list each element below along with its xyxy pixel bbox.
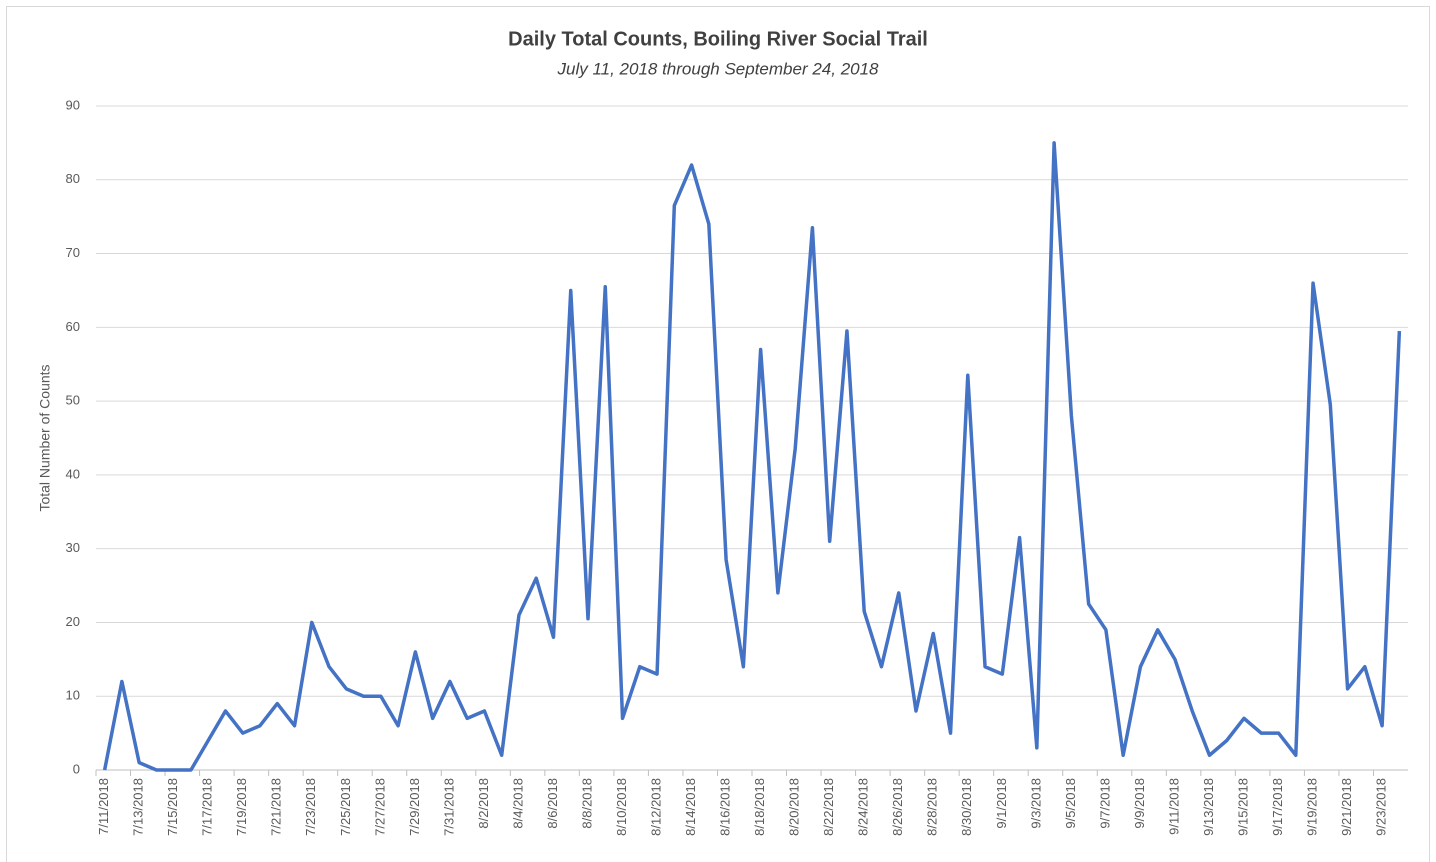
x-tick-label: 8/14/2018 <box>683 778 698 836</box>
y-tick-label: 70 <box>66 245 80 260</box>
x-tick-label: 9/3/2018 <box>1028 778 1043 829</box>
x-tick-label: 8/6/2018 <box>545 778 560 829</box>
x-tick-label: 9/13/2018 <box>1201 778 1216 836</box>
x-tick-label: 8/16/2018 <box>718 778 733 836</box>
chart-title: Daily Total Counts, Boiling River Social… <box>508 28 928 50</box>
x-tick-label: 7/13/2018 <box>131 778 146 836</box>
x-tick-label: 7/31/2018 <box>441 778 456 836</box>
x-tick-label: 9/5/2018 <box>1063 778 1078 829</box>
x-tick-label: 7/27/2018 <box>372 778 387 836</box>
x-tick-label: 7/15/2018 <box>165 778 180 836</box>
x-tick-label: 8/4/2018 <box>510 778 525 829</box>
x-tick-label: 9/17/2018 <box>1270 778 1285 836</box>
x-tick-label: 7/21/2018 <box>269 778 284 836</box>
x-tick-label: 9/19/2018 <box>1304 778 1319 836</box>
x-tick-label: 9/21/2018 <box>1339 778 1354 836</box>
y-tick-label: 40 <box>66 466 80 481</box>
y-tick-label: 10 <box>66 688 80 703</box>
y-tick-label: 60 <box>66 319 80 334</box>
x-tick-label: 9/7/2018 <box>1097 778 1112 829</box>
x-tick-label: 7/25/2018 <box>338 778 353 836</box>
y-tick-label: 80 <box>66 171 80 186</box>
data-line <box>102 141 1402 772</box>
y-tick-label: 20 <box>66 614 80 629</box>
x-tick-label: 8/18/2018 <box>752 778 767 836</box>
x-tick-label: 8/10/2018 <box>614 778 629 836</box>
x-tick-label: 8/20/2018 <box>787 778 802 836</box>
x-tick-label: 8/24/2018 <box>856 778 871 836</box>
x-tick-label: 8/26/2018 <box>890 778 905 836</box>
y-tick-label: 0 <box>73 761 80 776</box>
y-tick-label: 90 <box>66 97 80 112</box>
y-axis-title: Total Number of Counts <box>37 364 53 511</box>
y-tick-label: 50 <box>66 393 80 408</box>
x-tick-label: 7/23/2018 <box>303 778 318 836</box>
x-tick-label: 7/29/2018 <box>407 778 422 836</box>
x-tick-label: 8/12/2018 <box>648 778 663 836</box>
x-tick-label: 9/9/2018 <box>1132 778 1147 829</box>
x-tick-label: 7/19/2018 <box>234 778 249 836</box>
x-tick-label: 8/8/2018 <box>579 778 594 829</box>
x-tick-label: 8/22/2018 <box>821 778 836 836</box>
x-tick-label: 7/11/2018 <box>96 778 111 835</box>
y-tick-label: 30 <box>66 540 80 555</box>
x-tick-label: 9/15/2018 <box>1235 778 1250 836</box>
x-tick-label: 8/30/2018 <box>959 778 974 836</box>
x-tick-label: 9/23/2018 <box>1374 778 1389 836</box>
x-tick-label: 9/11/2018 <box>1166 778 1181 835</box>
x-tick-label: 8/2/2018 <box>476 778 491 829</box>
x-tick-label: 7/17/2018 <box>200 778 215 836</box>
x-tick-label: 9/1/2018 <box>994 778 1009 829</box>
chart-subtitle: July 11, 2018 through September 24, 2018 <box>556 59 879 78</box>
x-tick-label: 8/28/2018 <box>925 778 940 836</box>
